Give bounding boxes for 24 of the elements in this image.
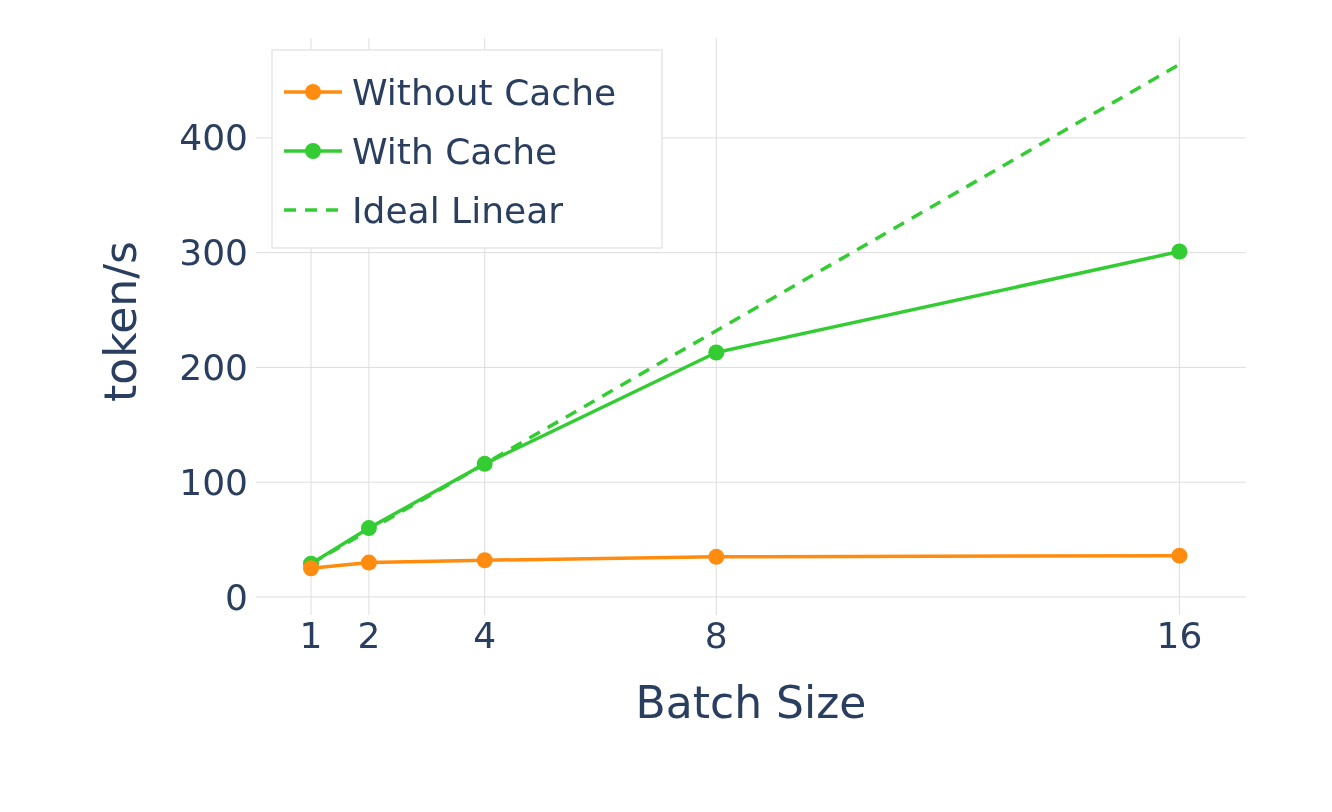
x-tick-label: 2 xyxy=(357,615,381,656)
point xyxy=(360,520,377,537)
point xyxy=(476,455,493,472)
point xyxy=(1171,243,1188,260)
x-tick-label: 16 xyxy=(1156,615,1203,656)
y-tick-label: 200 xyxy=(179,347,248,389)
point xyxy=(1171,547,1188,564)
x-tick-label: 4 xyxy=(473,615,497,656)
legend-label: Ideal Linear xyxy=(352,189,564,231)
point xyxy=(708,548,725,565)
y-tick-label: 100 xyxy=(179,461,248,503)
point xyxy=(476,552,493,569)
y-tick-label: 0 xyxy=(225,576,248,618)
legend-label: Without Cache xyxy=(352,71,617,113)
x-axis-title: Batch Size xyxy=(635,677,867,728)
point xyxy=(708,344,725,361)
legend-label: With Cache xyxy=(352,130,558,172)
point xyxy=(360,554,377,571)
x-tick-label: 8 xyxy=(704,615,728,656)
x-tick-label: 1 xyxy=(299,615,323,656)
y-tick-label: 400 xyxy=(179,117,248,159)
y-tick-label: 300 xyxy=(179,232,248,274)
point xyxy=(303,560,319,577)
y-axis-title: token/s xyxy=(95,241,146,402)
